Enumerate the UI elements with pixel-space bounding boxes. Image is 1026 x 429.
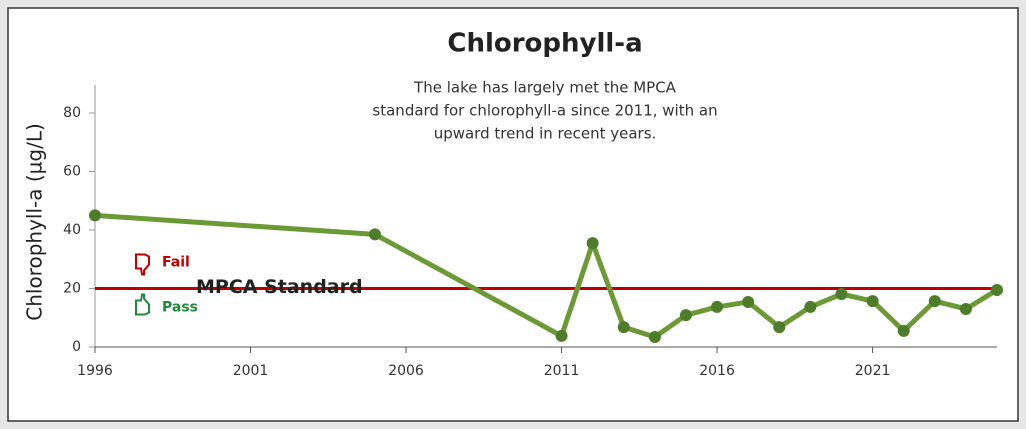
pass-label: Pass [162, 300, 198, 316]
point [897, 324, 910, 337]
pass-icon [135, 293, 150, 316]
standard-label: MPCA Standard [196, 276, 363, 298]
point [959, 302, 972, 315]
point [555, 329, 568, 342]
x-tick-label: 2016 [699, 363, 735, 379]
x-tick-label: 2021 [855, 363, 891, 379]
y-tick-label: 80 [63, 105, 81, 121]
point [804, 300, 817, 313]
point [679, 309, 692, 322]
point [742, 295, 755, 308]
annotation: The lake has largely met the MPCA [413, 79, 677, 97]
x-tick-label: 2001 [233, 363, 269, 379]
point [835, 288, 848, 301]
y-tick-label: 0 [72, 339, 81, 355]
point [368, 228, 381, 241]
point [866, 295, 879, 308]
x-tick-label: 1996 [77, 363, 113, 379]
point [617, 321, 630, 334]
point [89, 209, 101, 222]
panel [7, 7, 1019, 422]
y-tick-label: 20 [63, 281, 81, 297]
y-tick-label: 60 [63, 164, 81, 180]
point [991, 283, 1003, 296]
y-tick-label: 40 [63, 222, 81, 238]
annotation: standard for chlorophyll-a since 2011, w… [372, 102, 717, 120]
x-tick-label: 2011 [544, 363, 580, 379]
point [928, 295, 941, 308]
fail-label: Fail [162, 255, 190, 271]
point [773, 321, 786, 334]
point [711, 300, 724, 313]
point [586, 237, 599, 250]
annotation: upward trend in recent years. [434, 125, 657, 143]
chart-title: Chlorophyll-a [447, 29, 642, 59]
point [648, 331, 661, 344]
y-axis-label: Chlorophyll-a (µg/L) [23, 123, 47, 321]
fail-icon [135, 253, 150, 276]
x-tick-label: 2006 [388, 363, 424, 379]
